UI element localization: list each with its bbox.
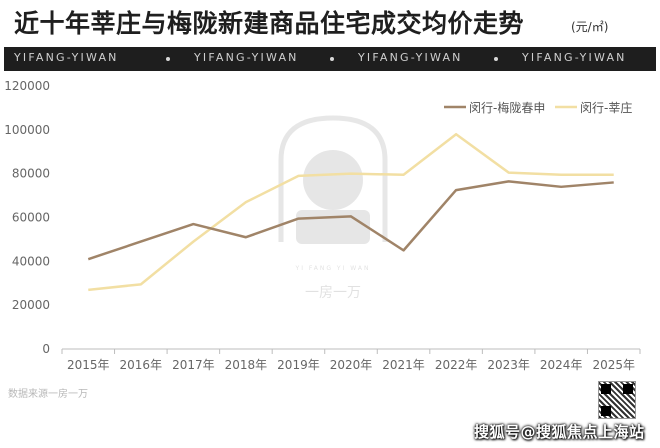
watermark: YI FANG YI WAN 一房一万 bbox=[278, 115, 388, 301]
y-tick-label: 120000 bbox=[4, 79, 50, 93]
legend-label-xinzhuang: 闵行-莘庄 bbox=[580, 100, 632, 115]
watermark-body-icon bbox=[296, 210, 370, 244]
x-tick-label: 2019年 bbox=[277, 358, 320, 372]
series-line-xinzhuang bbox=[88, 132, 614, 292]
y-tick-label: 20000 bbox=[12, 298, 50, 312]
x-tick-label: 2021年 bbox=[382, 358, 425, 372]
unit-label: (元/㎡) bbox=[571, 20, 609, 34]
y-tick-label: 0 bbox=[42, 342, 50, 356]
footer-watermark: 搜狐号@搜狐焦点上海站 bbox=[474, 423, 645, 441]
banner-text: YIFANG-YIWAN bbox=[358, 51, 463, 64]
legend-label-meilong: 闵行-梅陇春申 bbox=[469, 100, 545, 115]
legend: 闵行-梅陇春申 闵行-莘庄 bbox=[444, 100, 632, 115]
x-tick-label: 2020年 bbox=[330, 358, 373, 372]
watermark-arch-icon bbox=[278, 115, 388, 242]
series-lines bbox=[87, 132, 614, 292]
brand-banner: YIFANG-YIWAN YIFANG-YIWAN YIFANG-YIWAN Y… bbox=[4, 47, 656, 71]
x-tick-label: 2015年 bbox=[67, 358, 110, 372]
watermark-face-icon bbox=[303, 150, 363, 210]
banner-dot-icon bbox=[494, 57, 498, 61]
y-tick-label: 100000 bbox=[4, 123, 50, 137]
x-tick-label: 2018年 bbox=[225, 358, 268, 372]
x-axis: 2015年 2016年 2017年 2018年 2019年 2020年 2021年 2022年… bbox=[61, 349, 641, 372]
page-title: 近十年莘庄与梅陇新建商品住宅成交均价走势 bbox=[14, 9, 525, 38]
banner-text: YIFANG-YIWAN bbox=[14, 51, 119, 64]
x-tick-label: 2022年 bbox=[435, 358, 478, 372]
qr-code-icon[interactable] bbox=[598, 381, 636, 419]
watermark-small-text: YI FANG YI WAN bbox=[295, 265, 371, 272]
y-tick-label: 80000 bbox=[12, 167, 50, 181]
banner-text: YIFANG-YIWAN bbox=[522, 51, 627, 64]
x-tick-label: 2016年 bbox=[120, 358, 163, 372]
banner-dot-icon bbox=[166, 57, 170, 61]
source-note: 数据来源一房一万 bbox=[8, 389, 88, 400]
watermark-text: 一房一万 bbox=[305, 285, 361, 301]
y-axis: 0 20000 40000 60000 80000 100000 120000 bbox=[4, 79, 50, 356]
x-tick-label: 2023年 bbox=[487, 358, 530, 372]
banner-dot-icon bbox=[330, 57, 334, 61]
banner-text: YIFANG-YIWAN bbox=[194, 51, 299, 64]
series-line-meilong bbox=[87, 180, 614, 261]
x-tick-label: 2025年 bbox=[592, 358, 635, 372]
x-tick-label: 2024年 bbox=[540, 358, 583, 372]
y-tick-label: 60000 bbox=[12, 211, 50, 225]
y-tick-label: 40000 bbox=[12, 254, 50, 268]
x-tick-label: 2017年 bbox=[172, 358, 215, 372]
